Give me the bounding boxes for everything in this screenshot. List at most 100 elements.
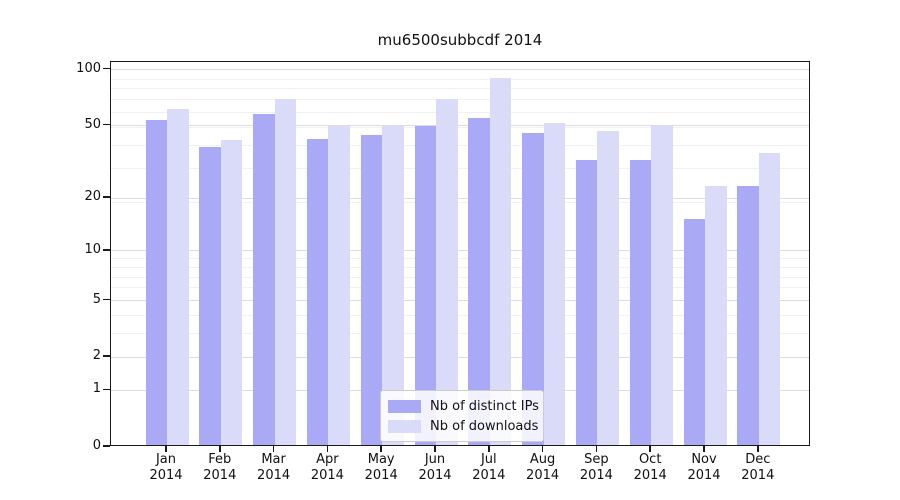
- bar-downloads: [328, 126, 350, 445]
- x-tick-month: May: [367, 452, 395, 467]
- y-tick-mark: [103, 445, 110, 447]
- bar-distinct-ips: [253, 114, 275, 445]
- x-tick-label: Aug 2014: [511, 452, 575, 484]
- legend-row: Nb of downloads: [388, 416, 539, 436]
- x-tick-label: Feb 2014: [188, 452, 252, 484]
- bar-downloads: [274, 98, 297, 445]
- y-tick-mark: [103, 249, 110, 251]
- legend-label: Nb of downloads: [430, 418, 539, 434]
- bar-downloads: [543, 123, 566, 445]
- y-gridline-minor: [111, 126, 809, 128]
- y-gridline-minor: [111, 258, 809, 260]
- y-gridline-minor: [111, 333, 809, 335]
- x-tick-mark: [649, 446, 651, 452]
- x-tick-month: Jan: [155, 452, 177, 467]
- bar-downloads: [758, 153, 781, 445]
- x-tick-year: 2014: [149, 468, 183, 483]
- x-tick-year: 2014: [257, 468, 291, 483]
- y-gridline-major: [111, 69, 809, 71]
- y-gridline-minor: [111, 287, 809, 289]
- bar-distinct-ips: [683, 219, 705, 445]
- bar-distinct-ips: [629, 160, 652, 445]
- x-tick-year: 2014: [579, 468, 613, 483]
- x-tick-mark: [219, 446, 221, 452]
- y-tick-label: 50: [84, 116, 101, 132]
- x-tick-label: Oct 2014: [618, 452, 682, 484]
- y-tick-label: 0: [92, 438, 101, 453]
- bar-downloads: [167, 108, 189, 445]
- y-tick-label: 10: [84, 241, 101, 257]
- y-tick-label: 5: [92, 291, 101, 307]
- x-tick-year: 2014: [203, 468, 237, 483]
- x-tick-month: Sep: [584, 452, 609, 467]
- x-tick-year: 2014: [526, 468, 560, 483]
- bar-downloads: [705, 186, 727, 445]
- y-tick-label: 1: [92, 381, 101, 397]
- x-tick-month: Mar: [261, 452, 286, 467]
- x-tick-month: Nov: [691, 452, 717, 467]
- x-tick-year: 2014: [310, 468, 344, 483]
- x-tick-year: 2014: [418, 468, 452, 483]
- x-tick-mark: [703, 446, 705, 452]
- x-tick-month: Dec: [745, 452, 771, 467]
- y-gridline-minor: [111, 99, 809, 101]
- y-gridline-minor: [111, 201, 809, 203]
- x-tick-label: Sep 2014: [564, 452, 628, 484]
- x-tick-mark: [272, 446, 275, 452]
- y-tick-label: 2: [92, 348, 101, 364]
- bar-downloads: [597, 131, 619, 445]
- y-gridline-major: [111, 300, 809, 302]
- x-tick-label: May 2014: [349, 452, 413, 484]
- y-gridline-major: [111, 250, 809, 252]
- legend-row: Nb of distinct IPs: [388, 396, 539, 416]
- y-gridline-major: [111, 197, 809, 199]
- bar-downloads: [489, 78, 512, 445]
- x-tick-month: Aug: [529, 452, 556, 467]
- bar-distinct-ips: [360, 134, 383, 445]
- legend-swatch: [388, 419, 421, 433]
- y-gridline-minor: [111, 168, 809, 170]
- bar-distinct-ips: [522, 133, 544, 445]
- y-gridline-minor: [111, 88, 809, 90]
- x-tick-mark: [541, 446, 544, 452]
- x-tick-year: 2014: [741, 468, 775, 483]
- chart-title: mu6500subbcdf 2014: [377, 31, 543, 49]
- x-tick-month: Jun: [424, 452, 446, 467]
- bar-distinct-ips: [575, 160, 598, 445]
- bar-downloads: [220, 140, 243, 445]
- bar-distinct-ips: [306, 138, 329, 445]
- y-gridline-minor: [111, 266, 809, 268]
- x-tick-label: Dec 2014: [726, 452, 790, 484]
- x-tick-label: Jan 2014: [134, 452, 198, 484]
- x-tick-mark: [595, 446, 598, 452]
- bar-distinct-ips: [737, 186, 759, 445]
- y-tick-mark: [103, 67, 110, 70]
- y-gridline-minor: [111, 78, 809, 80]
- y-gridline-major: [111, 356, 809, 358]
- x-tick-mark: [434, 446, 436, 452]
- x-tick-mark: [165, 446, 167, 452]
- bar-distinct-ips: [468, 118, 490, 445]
- x-tick-year: 2014: [633, 468, 667, 483]
- x-tick-label: Jun 2014: [403, 452, 467, 484]
- y-tick-mark: [103, 388, 110, 391]
- x-tick-label: Mar 2014: [242, 452, 306, 484]
- x-tick-month: Apr: [316, 452, 339, 467]
- bar-distinct-ips: [145, 119, 167, 445]
- x-tick-mark: [380, 446, 382, 452]
- x-tick-year: 2014: [364, 468, 398, 483]
- legend-swatch: [388, 399, 421, 413]
- bar-downloads: [651, 126, 673, 445]
- x-tick-year: 2014: [687, 468, 721, 483]
- y-gridline-major: [111, 125, 809, 127]
- x-tick-year: 2014: [472, 468, 506, 483]
- x-tick-mark: [488, 446, 490, 452]
- x-tick-month: Feb: [208, 452, 232, 467]
- bar-distinct-ips: [414, 126, 436, 445]
- legend: Nb of distinct IPs Nb of downloads: [380, 390, 544, 442]
- bar-downloads: [436, 98, 458, 445]
- x-tick-mark: [757, 446, 759, 452]
- x-tick-label: Jul 2014: [457, 452, 521, 484]
- y-gridline-minor: [111, 111, 809, 113]
